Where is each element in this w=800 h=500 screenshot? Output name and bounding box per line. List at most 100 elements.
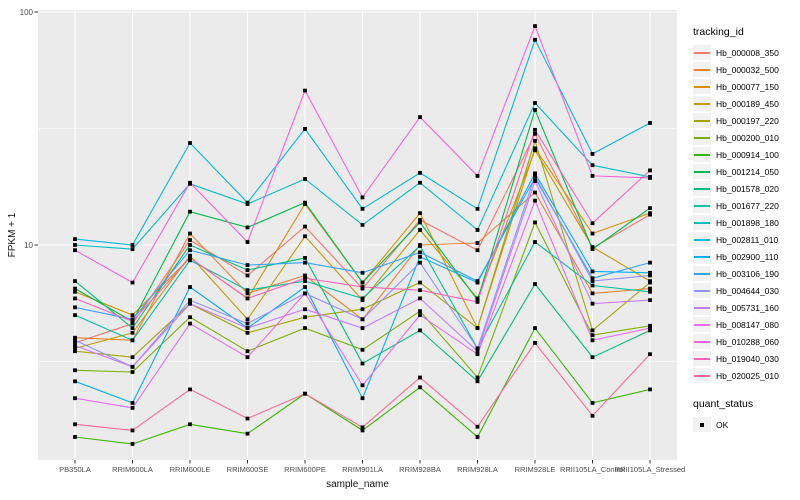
data-point	[648, 286, 652, 291]
data-point	[590, 221, 595, 226]
data-point	[73, 338, 77, 343]
legend-item-label: Hb_002811_010	[716, 234, 779, 245]
data-point	[590, 247, 595, 252]
data-point	[360, 195, 365, 200]
data-point	[648, 328, 652, 333]
legend-item: Hb_010288_060	[693, 333, 799, 350]
legend-key	[693, 266, 711, 281]
legend-key-line	[694, 85, 710, 88]
data-point	[648, 211, 652, 216]
legend-item-label: Hb_000189_450	[716, 98, 779, 109]
legend-item-label: Hb_020025_010	[716, 370, 779, 381]
data-point	[533, 171, 537, 176]
legend-item-label: Hb_002900_110	[716, 251, 779, 262]
data-point	[590, 401, 595, 405]
legend-key-line	[694, 204, 710, 207]
legend-item: Hb_000189_450	[693, 95, 799, 112]
data-point	[418, 313, 422, 318]
data-point	[73, 335, 77, 340]
legend-item-label: Hb_000077_150	[716, 81, 779, 92]
data-point	[418, 220, 422, 225]
data-point	[533, 240, 537, 244]
data-point	[360, 428, 365, 433]
data-point	[245, 349, 250, 354]
data-point	[188, 301, 192, 306]
legend-key-line	[694, 374, 710, 377]
data-point	[130, 405, 135, 410]
legend-item-label: Hb_001677_220	[716, 200, 779, 211]
legend-key	[693, 232, 711, 247]
data-point	[360, 361, 365, 366]
data-point	[475, 352, 480, 357]
axis-ticks	[34, 11, 651, 464]
data-point	[360, 347, 365, 352]
quant-status-point-icon	[700, 422, 704, 427]
data-point	[648, 121, 652, 125]
legend-item: Hb_001578_020	[693, 180, 799, 197]
data-point	[533, 146, 537, 151]
data-point	[130, 313, 135, 318]
legend-key	[693, 130, 711, 145]
legend-item-label: Hb_001214_050	[716, 166, 779, 177]
legend-item: Hb_000914_100	[693, 146, 799, 163]
legend: tracking_id Hb_000008_350 Hb_000032_500 …	[693, 26, 799, 433]
data-point	[533, 148, 537, 153]
legend-title: tracking_id	[693, 26, 744, 38]
data-point	[130, 243, 135, 247]
data-point	[590, 328, 595, 333]
data-point	[360, 280, 365, 285]
data-point	[245, 288, 250, 293]
legend-item: Hb_000200_010	[693, 129, 799, 146]
data-point	[73, 289, 77, 294]
legend-key	[693, 300, 711, 315]
data-point	[648, 270, 652, 275]
legend-item-label: Hb_000914_100	[716, 149, 779, 160]
plot-panel	[38, 10, 677, 460]
data-point	[475, 424, 480, 429]
data-point	[130, 364, 135, 369]
legend-item-label: Hb_019040_030	[716, 353, 779, 364]
legend-key	[693, 147, 711, 162]
legend2-item-label: OK	[716, 419, 729, 430]
data-point	[533, 179, 537, 184]
data-point	[533, 326, 537, 330]
x-tick-label: RRIM600PE	[284, 465, 326, 474]
legend-key-line	[694, 51, 710, 54]
data-point	[130, 428, 135, 433]
data-point	[303, 326, 307, 330]
data-point	[475, 379, 480, 384]
data-point	[303, 279, 307, 283]
legend-item: Hb_003106_190	[693, 265, 799, 282]
data-point	[360, 270, 365, 275]
legend-item-label: Hb_000197_220	[716, 115, 779, 126]
x-tick-label: RRII105LA_Control	[560, 465, 625, 474]
data-point	[245, 330, 250, 335]
data-point	[418, 218, 422, 222]
legend-item: Hb_002900_110	[693, 248, 799, 265]
data-point	[648, 323, 652, 328]
legend-item: Hb_004644_030	[693, 282, 799, 299]
data-point	[533, 176, 537, 180]
legend-key-line	[694, 153, 710, 156]
data-point	[590, 245, 595, 249]
legend-key-line	[694, 289, 710, 292]
data-point	[418, 254, 422, 259]
legend-item-label: Hb_008147_080	[716, 319, 779, 330]
data-point	[590, 269, 595, 274]
data-point	[73, 243, 77, 247]
data-point	[188, 315, 192, 320]
data-point	[188, 285, 192, 289]
legend-key-line	[694, 187, 710, 190]
legend-item-label: Hb_003106_190	[716, 268, 779, 279]
data-point	[533, 173, 537, 178]
data-point	[303, 177, 307, 181]
data-point	[245, 317, 250, 322]
data-point	[130, 401, 135, 405]
data-point	[245, 431, 250, 436]
legend-key	[693, 368, 711, 383]
data-point	[590, 338, 595, 343]
data-point	[475, 435, 480, 439]
data-point	[475, 228, 480, 232]
data-point	[245, 200, 250, 205]
data-point	[533, 108, 537, 112]
